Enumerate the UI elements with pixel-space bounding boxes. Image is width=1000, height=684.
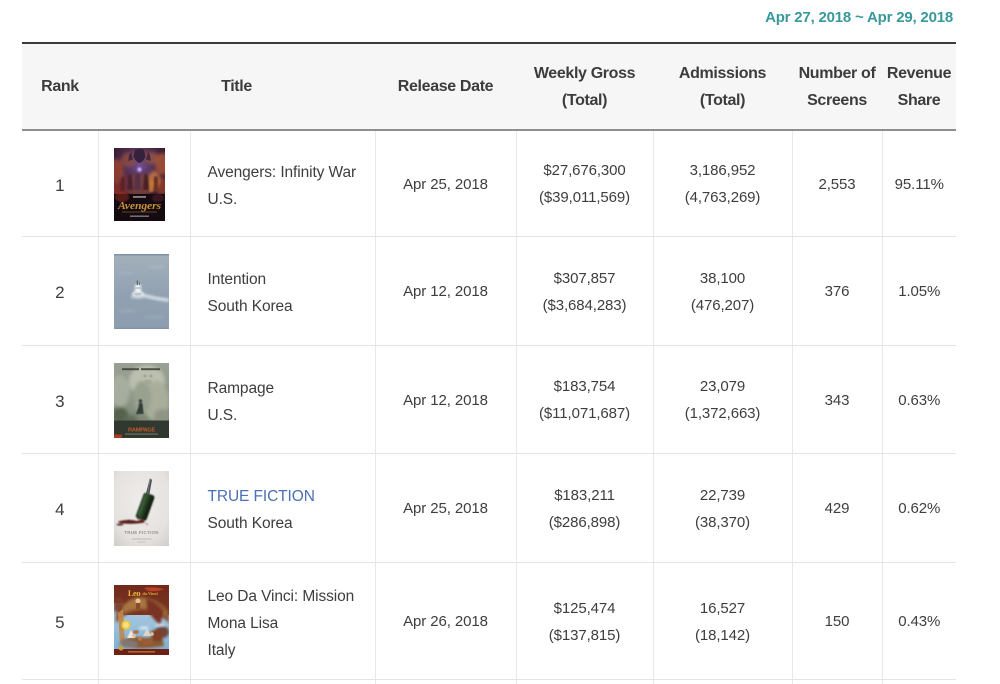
svg-text:Leo: Leo	[127, 588, 139, 598]
svg-text:RAMPAGE: RAMPAGE	[127, 427, 155, 433]
svg-text:TRUE FICTION: TRUE FICTION	[124, 530, 158, 535]
svg-text:Avengers: Avengers	[116, 201, 160, 212]
svg-text:da Vinci: da Vinci	[142, 591, 158, 596]
